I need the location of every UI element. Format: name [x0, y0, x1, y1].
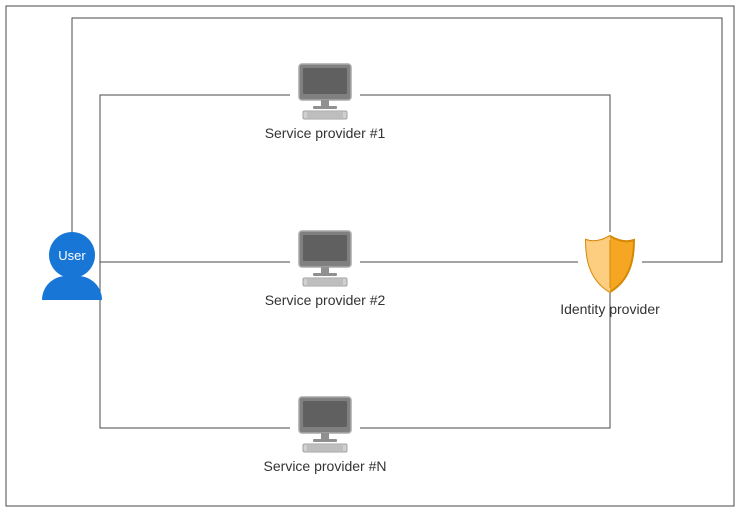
user-icon: User [49, 232, 95, 278]
user-node: User [32, 232, 112, 300]
identity-provider-node: Identity provider [545, 232, 675, 317]
diagram-canvas: User Service provider #1 Service provide… [0, 0, 747, 515]
service-provider-1-label: Service provider #1 [250, 125, 400, 141]
service-provider-2: Service provider #2 [250, 229, 400, 308]
service-provider-n-label: Service provider #N [250, 458, 400, 474]
identity-provider-label: Identity provider [545, 301, 675, 317]
user-label: User [58, 248, 85, 263]
computer-icon [291, 395, 359, 453]
user-body-icon [42, 276, 102, 300]
service-provider-2-label: Service provider #2 [250, 292, 400, 308]
computer-icon [291, 229, 359, 287]
service-provider-1: Service provider #1 [250, 62, 400, 141]
service-provider-n: Service provider #N [250, 395, 400, 474]
computer-icon [291, 62, 359, 120]
shield-icon [580, 232, 640, 296]
